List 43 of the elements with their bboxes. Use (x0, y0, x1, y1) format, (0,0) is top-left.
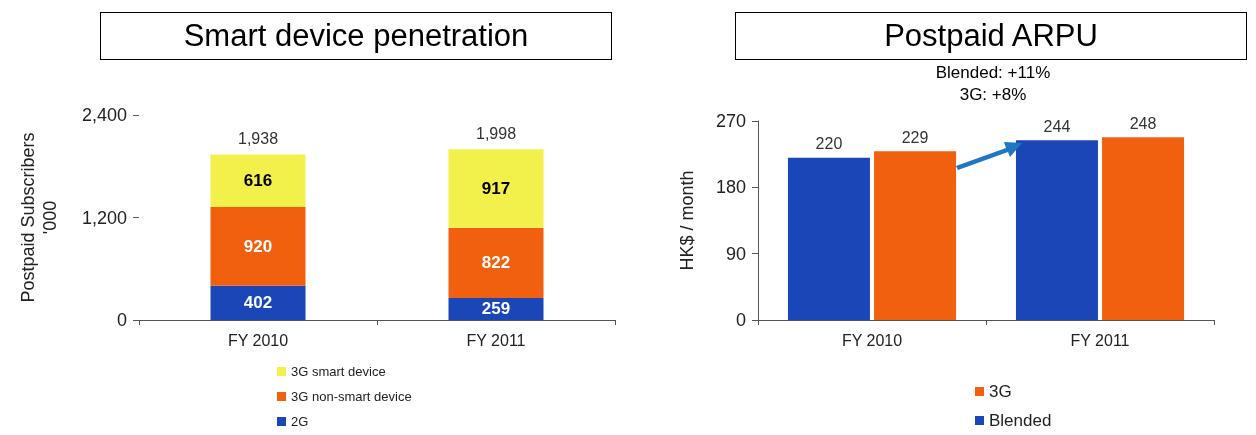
data-label: 822 (481, 253, 511, 273)
legend-label: 3G (989, 382, 1012, 401)
data-label: 616 (243, 171, 273, 191)
data-label: 917 (481, 179, 511, 198)
data-label: 920 (243, 236, 273, 256)
text: 3G: +8% (958, 84, 1028, 106)
y-axis-title: Postpaid Subscribers '000 (18, 132, 60, 303)
data-label: 259 (481, 299, 511, 319)
data-label: 248 (1129, 114, 1157, 132)
bar (787, 157, 870, 320)
bar (1102, 137, 1185, 320)
y-tick-label: 90 (725, 243, 746, 264)
y-tick-label: 270 (715, 111, 746, 131)
chart-title: Smart device penetration (100, 12, 612, 60)
legend-label: 2G (291, 414, 309, 429)
total-label: 1,998 (475, 124, 517, 142)
y-tick-label: 2,400 (81, 105, 127, 125)
x-tick-label: FY 2010 (841, 331, 903, 349)
bar (448, 227, 544, 298)
bar (1015, 140, 1098, 320)
data-label: 402 (243, 293, 273, 313)
data-label: 229 (901, 128, 929, 146)
bar (210, 285, 306, 320)
data-label: 220 (815, 135, 843, 153)
bar (874, 151, 957, 320)
bar (210, 154, 306, 208)
data-label: 244 (1043, 117, 1071, 135)
chart-title: Postpaid ARPU (735, 12, 1247, 60)
x-tick-label: FY 2011 (1070, 331, 1130, 349)
legend-label: 3G smart device (291, 364, 386, 379)
bar (448, 149, 544, 228)
text: Blended: +11% (934, 62, 1052, 84)
y-axis-title: HK$ / month (677, 170, 697, 271)
y-tick-label: 1,200 (81, 207, 127, 228)
legend-label: 3G non-smart device (291, 389, 412, 404)
total-label: 1,938 (237, 129, 279, 147)
x-tick-label: FY 2011 (466, 331, 526, 349)
y-tick-label: 0 (116, 310, 127, 330)
y-tick-label: 0 (735, 310, 746, 330)
x-tick-label: FY 2010 (227, 331, 289, 349)
legend-label: Blended (989, 411, 1052, 430)
y-tick-label: 180 (715, 177, 746, 198)
bar (210, 207, 306, 286)
